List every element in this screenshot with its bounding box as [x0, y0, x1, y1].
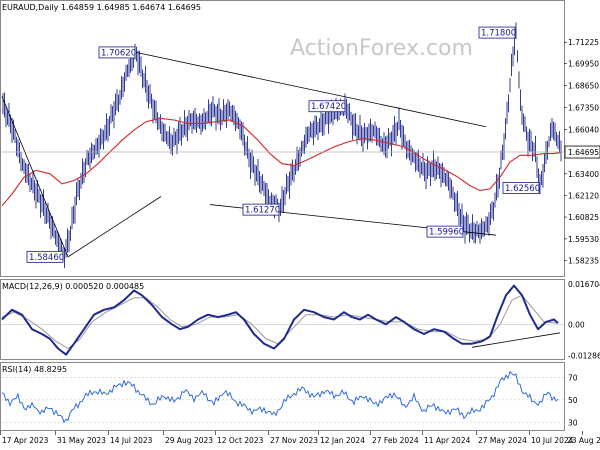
- price-label-box: [242, 203, 280, 216]
- axes: 1.71225 1.69950 1.68650 1.67350 1.66040 1.646…: [0, 38, 600, 445]
- price-label: 1.59960: [429, 228, 464, 238]
- y-tick-label: 1.58235: [568, 257, 599, 266]
- price-series: 1.70620 1.67420 1.61270 1.58460 1.59960 1.625…: [1, 22, 564, 269]
- x-tick-label: 29 Aug 2023: [165, 436, 213, 445]
- price-label-box: [26, 250, 64, 263]
- macd-tick-label: -0.012869: [568, 351, 600, 360]
- price-label-box: [308, 100, 346, 113]
- macd-line: [1, 284, 559, 356]
- rsi-line: [1, 370, 559, 424]
- price-label: 1.61270: [245, 206, 280, 216]
- price-label: 1.62560: [505, 184, 540, 194]
- y-tick-label: 1.60825: [568, 213, 599, 222]
- price-label: 1.70620: [101, 48, 136, 58]
- trendline: [1, 96, 69, 258]
- moving-average-line: [1, 117, 563, 207]
- macd-tick-label: 0.00: [568, 320, 585, 329]
- x-tick-label: 27 Feb 2024: [372, 436, 419, 445]
- rsi-tick-label: 50: [568, 396, 578, 405]
- macd-series: [1, 284, 564, 356]
- x-tick-label: 10 Jul 2024: [531, 436, 574, 445]
- price-label-box: [426, 225, 464, 238]
- price-label: 1.67420: [311, 102, 346, 112]
- y-tick-label: 1.63400: [568, 170, 599, 179]
- rsi-header: RSI(14) 48.8295: [2, 365, 67, 374]
- x-tick-label: 12 Jan 2024: [320, 436, 365, 445]
- macd-header: MACD(12,26,9) 0.000520 0.000485: [2, 282, 144, 291]
- macd-panel-frame: [0, 279, 565, 360]
- x-tick-label: 14 Jul 2023: [110, 436, 153, 445]
- watermark: ActionForex.com: [290, 36, 473, 61]
- price-label-box: [502, 182, 540, 194]
- macd-tick-label: 0.016704: [568, 280, 600, 289]
- x-tick-label: 27 May 2024: [478, 436, 527, 445]
- trendline: [67, 196, 162, 258]
- y-tick-label: 1.68650: [568, 82, 599, 91]
- last-price-box: [564, 145, 600, 159]
- rsi-panel-frame: [0, 362, 565, 431]
- rsi-tick-label: 70: [568, 373, 578, 382]
- y-tick-label: 1.59530: [568, 235, 599, 244]
- y-tick-label: 1.67350: [568, 103, 599, 112]
- price-label-box: [478, 26, 516, 39]
- macd-trendline: [471, 332, 561, 348]
- x-tick-label: 17 Apr 2023: [2, 436, 49, 445]
- y-tick-label: 1.71225: [568, 38, 599, 47]
- rsi-series: [1, 370, 564, 424]
- price-panel-frame: [0, 0, 565, 277]
- price-label: 1.58460: [29, 253, 64, 263]
- price-label: 1.71800: [481, 29, 516, 39]
- y-tick-label: 1.69950: [568, 60, 599, 69]
- y-tick-label: 1.62120: [568, 191, 599, 200]
- x-tick-label: 12 Oct 2023: [217, 436, 264, 445]
- x-tick-label: 23 Aug 2024: [567, 436, 600, 445]
- y-tick-label: 1.66040: [568, 125, 599, 134]
- trendline: [135, 52, 487, 128]
- y-tick-label: 1.64695: [568, 148, 599, 157]
- rsi-tick-label: 30: [568, 418, 578, 427]
- price-label-box: [98, 46, 136, 59]
- x-tick-label: 11 Apr 2024: [424, 436, 471, 445]
- price-header: EURAUD,Daily 1.64859 1.64985 1.64674 1.6…: [2, 3, 201, 12]
- x-tick-label: 31 May 2023: [57, 436, 106, 445]
- x-tick-label: 27 Nov 2023: [270, 436, 318, 445]
